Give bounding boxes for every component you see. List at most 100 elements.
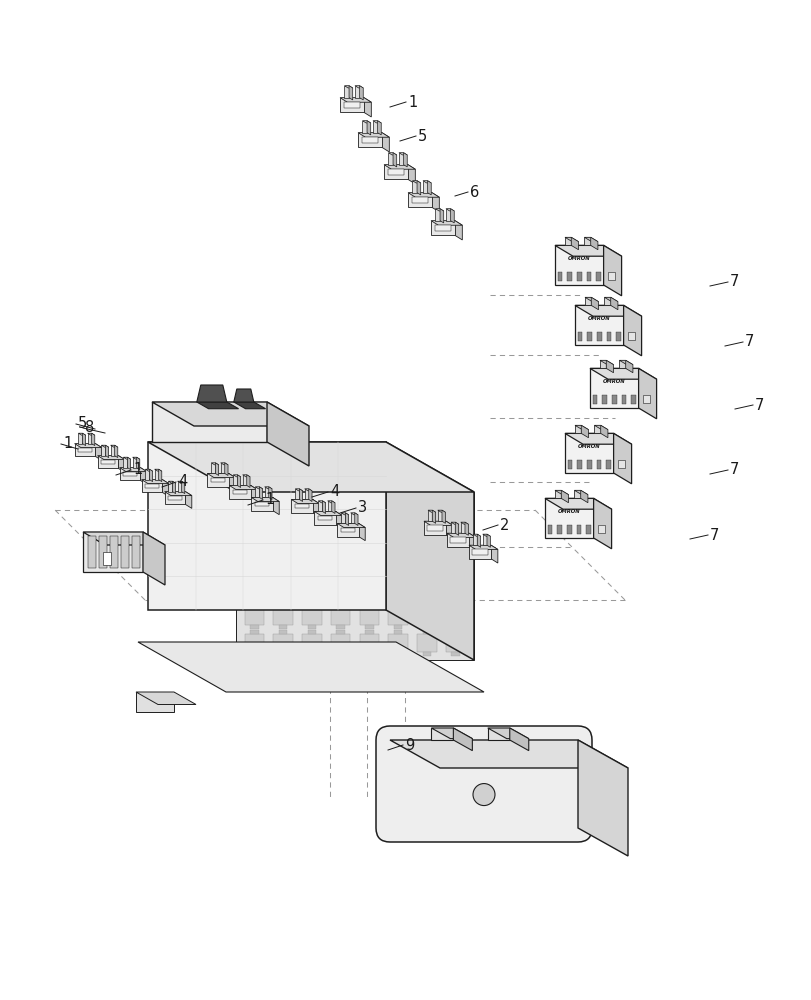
FancyBboxPatch shape xyxy=(375,726,591,842)
Polygon shape xyxy=(431,728,472,739)
Bar xyxy=(365,572,373,576)
Bar xyxy=(621,395,625,403)
Bar xyxy=(273,634,293,652)
Bar xyxy=(365,576,373,580)
Polygon shape xyxy=(445,209,450,221)
Polygon shape xyxy=(255,487,262,489)
Bar xyxy=(302,554,321,572)
Bar xyxy=(393,545,402,549)
Bar xyxy=(451,550,459,554)
Bar xyxy=(302,607,321,625)
Bar xyxy=(132,536,139,568)
Bar xyxy=(607,272,615,280)
Polygon shape xyxy=(114,445,118,458)
Bar xyxy=(336,603,345,607)
Bar xyxy=(121,536,129,568)
Polygon shape xyxy=(233,475,240,477)
Polygon shape xyxy=(344,86,349,98)
Polygon shape xyxy=(172,481,175,494)
Polygon shape xyxy=(341,513,345,523)
Polygon shape xyxy=(123,457,131,459)
Bar xyxy=(307,576,315,580)
Polygon shape xyxy=(149,469,152,482)
Polygon shape xyxy=(229,473,235,491)
Bar xyxy=(417,527,436,545)
Text: OMRON: OMRON xyxy=(603,379,624,384)
Polygon shape xyxy=(83,433,85,446)
Polygon shape xyxy=(580,490,587,503)
Polygon shape xyxy=(363,98,371,117)
Bar xyxy=(450,537,465,543)
Circle shape xyxy=(473,784,495,806)
Bar xyxy=(586,272,590,280)
Bar xyxy=(250,576,259,580)
Bar xyxy=(122,472,137,476)
Polygon shape xyxy=(584,297,598,302)
Polygon shape xyxy=(412,181,420,183)
Polygon shape xyxy=(178,481,185,483)
Polygon shape xyxy=(398,153,403,165)
Text: 2: 2 xyxy=(500,518,508,532)
Polygon shape xyxy=(423,521,453,525)
Bar xyxy=(278,625,287,629)
Bar xyxy=(451,625,459,629)
Polygon shape xyxy=(594,425,607,430)
Polygon shape xyxy=(423,181,431,183)
Polygon shape xyxy=(393,153,397,167)
Polygon shape xyxy=(127,457,131,470)
Polygon shape xyxy=(138,642,483,692)
Polygon shape xyxy=(242,475,250,477)
Polygon shape xyxy=(148,442,385,610)
Polygon shape xyxy=(554,490,560,498)
Polygon shape xyxy=(354,86,363,88)
Polygon shape xyxy=(469,533,475,551)
Bar xyxy=(273,607,293,625)
Polygon shape xyxy=(594,425,600,433)
Text: OMRON: OMRON xyxy=(577,444,600,449)
Polygon shape xyxy=(143,532,165,585)
Bar xyxy=(307,545,315,549)
Text: 1: 1 xyxy=(264,492,274,508)
Text: 7: 7 xyxy=(729,462,739,478)
Bar xyxy=(393,572,402,576)
Bar xyxy=(451,545,459,549)
Polygon shape xyxy=(327,501,332,511)
Text: 7: 7 xyxy=(729,274,739,290)
Polygon shape xyxy=(613,433,631,484)
Polygon shape xyxy=(381,133,388,152)
Polygon shape xyxy=(491,545,497,563)
Text: 9: 9 xyxy=(405,737,414,752)
Bar xyxy=(359,634,379,652)
Bar xyxy=(307,603,315,607)
Bar xyxy=(451,572,459,576)
Polygon shape xyxy=(603,245,621,296)
Bar xyxy=(273,527,293,545)
Polygon shape xyxy=(564,237,571,245)
Polygon shape xyxy=(584,237,597,242)
Polygon shape xyxy=(590,237,597,250)
Polygon shape xyxy=(110,445,118,447)
Polygon shape xyxy=(584,297,590,305)
Bar xyxy=(307,630,315,634)
Bar xyxy=(250,630,259,634)
Bar xyxy=(278,550,287,554)
Polygon shape xyxy=(162,480,169,496)
Polygon shape xyxy=(299,489,303,501)
Bar xyxy=(602,395,606,403)
Bar xyxy=(445,580,465,598)
Bar xyxy=(393,625,402,629)
Bar xyxy=(359,500,379,518)
Polygon shape xyxy=(354,86,359,98)
Bar xyxy=(210,478,225,482)
Bar xyxy=(422,523,431,527)
Bar xyxy=(336,545,345,549)
Bar xyxy=(422,598,431,602)
Polygon shape xyxy=(123,457,127,468)
Polygon shape xyxy=(554,245,603,285)
Polygon shape xyxy=(358,133,388,137)
Polygon shape xyxy=(165,492,191,496)
Polygon shape xyxy=(255,487,259,497)
Polygon shape xyxy=(637,368,656,419)
Polygon shape xyxy=(437,510,441,521)
Bar xyxy=(365,523,373,527)
